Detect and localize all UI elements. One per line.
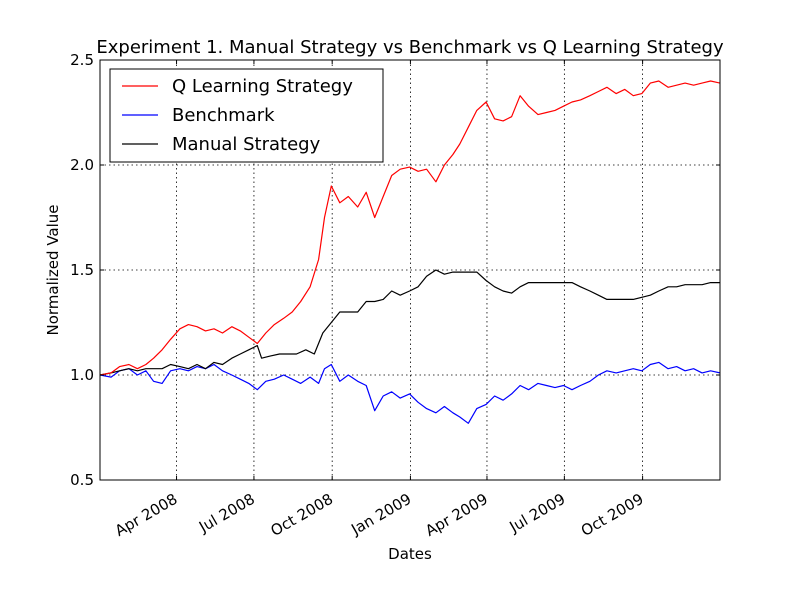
- y-tick-label: 2.0: [70, 156, 94, 174]
- x-axis-label: Dates: [388, 545, 432, 563]
- y-axis-ticks: 0.5 1.0 1.5 2.0 2.5: [70, 51, 720, 489]
- series-lines: [100, 80, 720, 424]
- y-tick-label: 1.0: [70, 366, 94, 384]
- y-tick-label: 1.5: [70, 261, 94, 279]
- legend-label: Manual Strategy: [172, 134, 321, 155]
- legend-label: Benchmark: [172, 105, 275, 126]
- legend-label: Q Learning Strategy: [172, 76, 353, 97]
- series-line-q-learning-strategy: [100, 80, 720, 376]
- series-line-manual-strategy: [100, 269, 720, 376]
- legend: Q Learning Strategy Benchmark Manual Strat…: [109, 68, 384, 163]
- y-tick-label: 2.5: [70, 51, 94, 69]
- y-tick-label: 0.5: [70, 471, 94, 489]
- y-axis-label: Normalized Value: [44, 204, 62, 335]
- chart-title: Experiment 1. Manual Strategy vs Benchma…: [96, 37, 724, 58]
